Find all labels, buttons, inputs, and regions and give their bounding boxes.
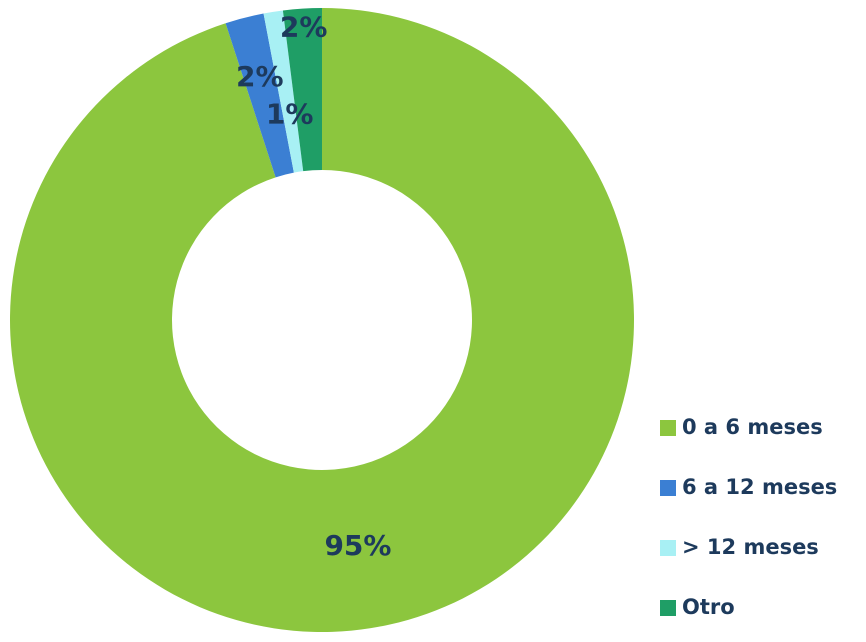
donut-slice [263,10,304,173]
value-label: 2% [280,11,328,44]
legend-swatch [660,420,676,436]
legend-label: > 12 meses [682,535,819,559]
legend-label: Otro [682,595,735,619]
legend-swatch [660,540,676,556]
value-label: 1% [266,98,314,131]
value-label: 95% [324,529,391,562]
donut-slice [282,8,322,172]
legend-label: 6 a 12 meses [682,475,837,499]
value-label: 2% [236,60,284,93]
legend-label: 0 a 6 meses [682,415,823,439]
donut-slice [225,13,294,178]
legend-swatch [660,480,676,496]
legend-swatch [660,600,676,616]
donut-slice [9,8,634,632]
